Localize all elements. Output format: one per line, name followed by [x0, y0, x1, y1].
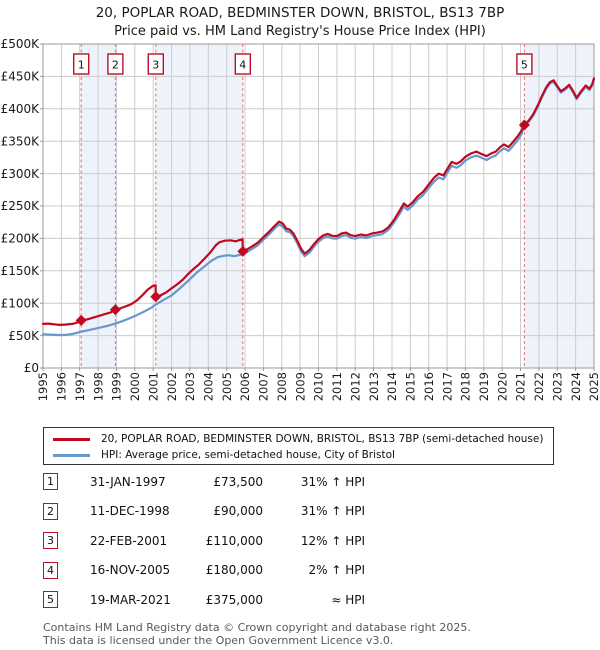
sale-number-box-label: 2: [112, 59, 119, 72]
sale-price: £180,000: [205, 563, 263, 577]
sale-marker-diamond: [150, 291, 162, 303]
x-axis-label: 2011: [330, 372, 344, 401]
sale-hpi-comparison: 12% ↑ HPI: [300, 533, 365, 548]
y-axis-label: £450K: [1, 70, 41, 84]
x-axis-label: 2008: [275, 372, 289, 401]
sale-marker-diamond: [109, 304, 121, 316]
x-axis-label: 2018: [459, 372, 473, 401]
x-axis-label: 2007: [257, 372, 271, 401]
x-axis-label: 2009: [293, 372, 307, 401]
x-axis-label: 1997: [73, 372, 87, 401]
red-line-swatch: [53, 437, 90, 441]
sales-table: 1 31-JAN-1997 £73,500 31% ↑ HPI 2 11-DEC…: [43, 472, 563, 620]
y-axis-label: £250K: [1, 199, 41, 213]
sale-hpi-comparison: 31% ↑ HPI: [300, 474, 365, 489]
sale-price: £110,000: [205, 533, 263, 548]
sale-price: £73,500: [213, 474, 263, 489]
legend-label-hpi: HPI: Average price, semi-detached house,…: [101, 449, 395, 461]
sale-date: 31-JAN-1997: [90, 474, 166, 489]
x-axis-label: 1999: [110, 372, 124, 401]
sale-marker-diamond: [237, 245, 249, 257]
sale-number-box: [72, 53, 90, 75]
legend-item-hpi: HPI: Average price, semi-detached house,…: [44, 447, 553, 463]
sale-number-box-label: 5: [521, 59, 528, 72]
y-axis-label: £50K: [8, 329, 40, 343]
table-row: 3 22-FEB-2001 £110,000 12% ↑ HPI: [43, 531, 563, 550]
sale-number-box-label: 4: [239, 59, 246, 72]
x-axis-label: 2024: [569, 372, 583, 401]
sale-number-badge: 2: [43, 502, 58, 520]
sale-number-box-label: 1: [78, 59, 85, 72]
chart-legend: 20, POPLAR ROAD, BEDMINSTER DOWN, BRISTO…: [43, 427, 554, 465]
y-axis-label: £400K: [1, 102, 41, 116]
blue-line-swatch: [53, 453, 90, 457]
sale-marker-diamond: [518, 119, 530, 131]
page-subtitle: Price paid vs. HM Land Registry's House …: [114, 24, 486, 39]
y-axis-label: £150K: [1, 264, 41, 278]
sale-date: 16-NOV-2005: [90, 563, 171, 577]
sale-number-box: [147, 53, 165, 75]
x-axis-label: 2021: [514, 372, 528, 401]
sale-date: 22-FEB-2001: [90, 533, 168, 548]
sale-date: 11-DEC-1998: [90, 504, 170, 518]
y-axis-label: £350K: [1, 134, 41, 148]
table-row: 1 31-JAN-1997 £73,500 31% ↑ HPI: [43, 472, 563, 491]
x-axis-label: 1998: [91, 372, 105, 401]
sale-number-box: [234, 53, 252, 75]
sale-date: 19-MAR-2021: [90, 592, 171, 607]
y-axis-label: £0: [24, 361, 39, 375]
x-axis-label: 2023: [551, 372, 565, 401]
y-axis-label: £300K: [1, 167, 41, 181]
price-history-chart: 1995 1996 1997 1998 1999 2000 2001 2002 2003 2004…: [1, 37, 600, 401]
plot-frame: [42, 43, 595, 369]
x-axis-label: 1996: [55, 372, 69, 401]
x-axis-label: 2022: [532, 372, 546, 401]
sale-number-box: [107, 53, 124, 75]
sale-number-badge: 1: [43, 473, 58, 490]
x-axis-label: 2004: [202, 372, 216, 401]
x-axis-label: 2013: [367, 372, 381, 401]
x-axis-label: 2000: [128, 372, 142, 401]
sale-price: £375,000: [205, 592, 263, 607]
sale-number-box: [516, 53, 533, 75]
x-axis-label: 2006: [238, 372, 252, 401]
sale-price: £90,000: [213, 504, 263, 518]
license-footer: Contains HM Land Registry data © Crown c…: [43, 621, 471, 647]
x-axis-label: 2019: [477, 372, 491, 401]
license-footer-line1: Contains HM Land Registry data © Crown c…: [43, 621, 471, 634]
table-row: 2 11-DEC-1998 £90,000 31% ↑ HPI: [43, 502, 563, 521]
x-axis-label: 2017: [440, 372, 454, 401]
price-paid-line: [41, 77, 596, 326]
sale-number-box-label: 3: [152, 59, 159, 72]
x-axis-label: 2012: [348, 372, 362, 401]
y-axis-label: £100K: [1, 296, 41, 310]
table-row: 4 16-NOV-2005 £180,000 2% ↑ HPI: [43, 561, 563, 580]
x-axis-label: 1995: [36, 372, 50, 401]
x-axis-label: 2003: [183, 372, 197, 401]
sale-number-badge: 4: [43, 561, 58, 579]
x-axis-label: 2015: [404, 372, 418, 401]
x-axis-label: 2010: [312, 372, 326, 401]
sale-hpi-comparison: ≈ HPI: [331, 592, 365, 607]
sale-number-badge: 3: [43, 532, 58, 549]
sale-hpi-comparison: 2% ↑ HPI: [308, 563, 365, 577]
x-axis-label: 2002: [165, 372, 179, 401]
sale-number-badge: 5: [43, 591, 58, 608]
x-axis-label: 2005: [220, 372, 234, 401]
license-footer-line2: This data is licensed under the Open Gov…: [43, 634, 394, 647]
sale-hpi-comparison: 31% ↑ HPI: [300, 504, 365, 518]
x-axis-label: 2016: [422, 372, 436, 401]
x-axis-label: 2001: [146, 372, 160, 401]
table-row: 5 19-MAR-2021 £375,000 ≈ HPI: [43, 590, 563, 609]
y-axis-label: £500K: [1, 37, 41, 51]
x-axis-label: 2014: [385, 372, 399, 401]
legend-label-property: 20, POPLAR ROAD, BEDMINSTER DOWN, BRISTO…: [101, 433, 544, 445]
legend-item-property: 20, POPLAR ROAD, BEDMINSTER DOWN, BRISTO…: [44, 431, 553, 447]
x-axis-label: 2020: [495, 372, 509, 401]
x-axis-label: 2025: [587, 372, 600, 401]
page-title: 20, POPLAR ROAD, BEDMINSTER DOWN, BRISTO…: [95, 5, 505, 21]
sale-marker-diamond: [75, 314, 87, 326]
y-axis-label: £200K: [1, 232, 41, 246]
